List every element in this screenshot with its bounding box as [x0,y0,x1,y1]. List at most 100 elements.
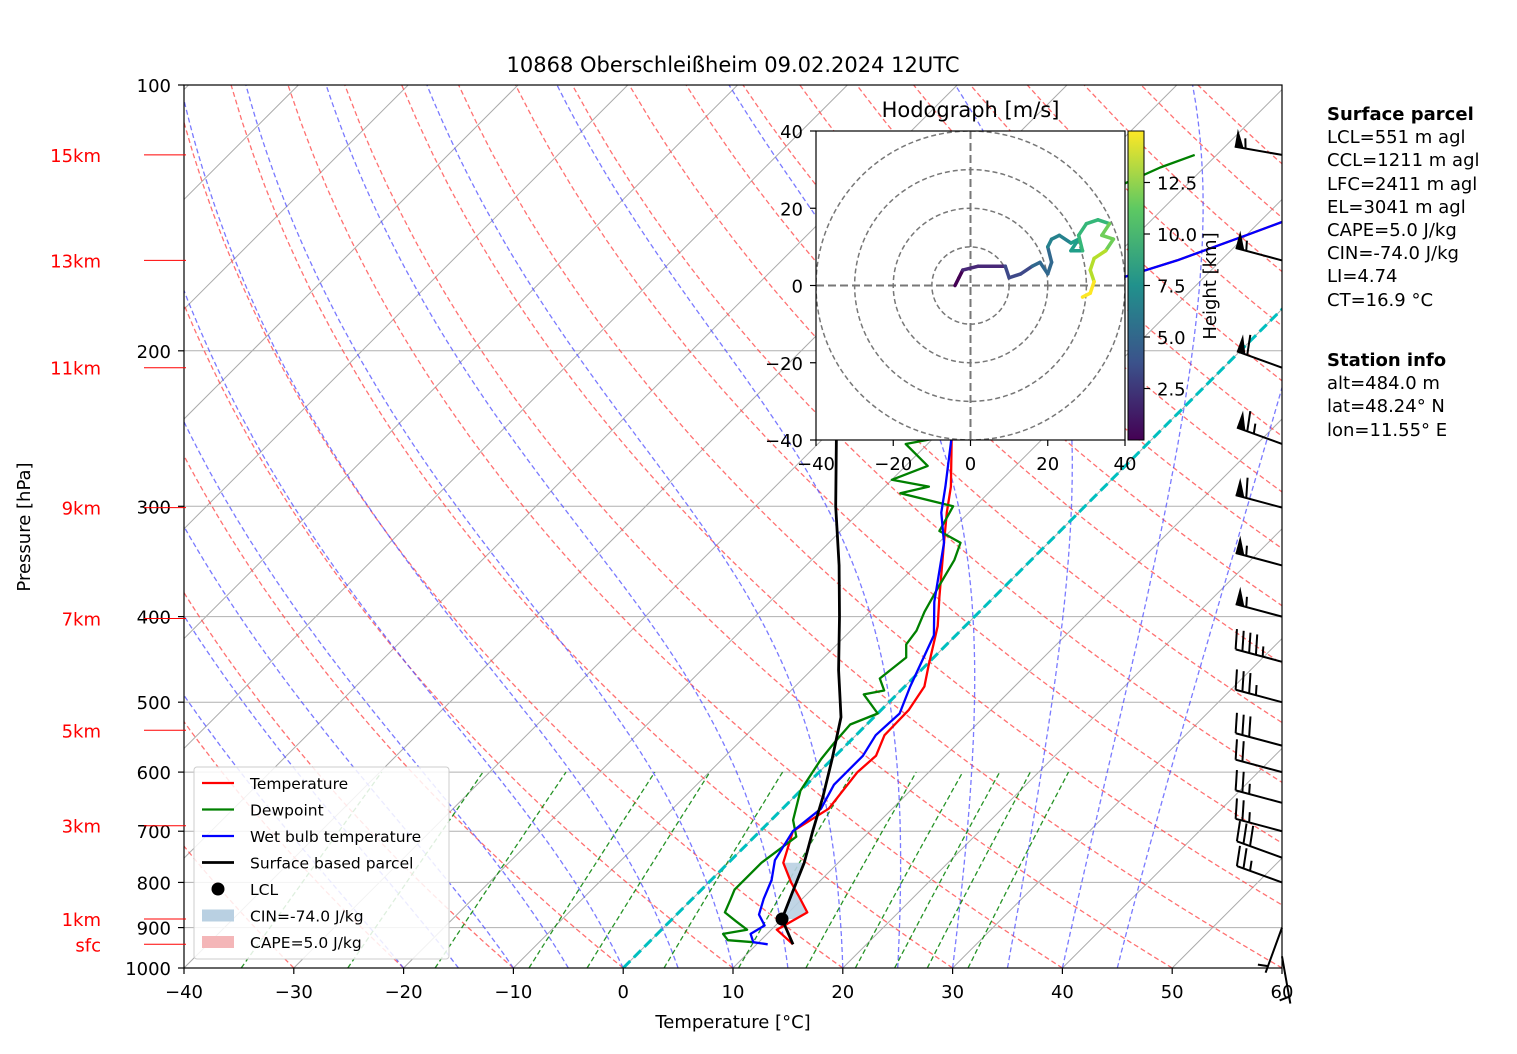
x-tick-label: 10 [722,982,745,1003]
barb-staff [1281,956,1292,1004]
moist-adiabat [426,85,844,968]
dry-adiabat [184,454,624,968]
hodograph-segment [1069,237,1081,253]
x-tick-label: 30 [941,982,964,1003]
barb-staff [1235,648,1283,663]
mixing-ratio-line [663,771,784,968]
barb-full [1248,716,1252,737]
mixing-ratio-line [805,771,917,968]
barb-flag [1235,535,1245,556]
wind-barb [1235,230,1283,262]
legend-label: Temperature [249,775,348,793]
hodograph-segment [1092,248,1108,261]
barb-staff [1235,789,1283,804]
legend-label: CAPE=5.0 J/kg [250,934,362,952]
barb-staff [1236,840,1283,859]
moist-adiabat [1061,85,1204,968]
hodograph-segment [1084,218,1100,226]
barb-full [1241,800,1245,821]
barb-full [1235,845,1241,867]
hodograph-background [816,131,1125,440]
hodograph-y-tick-label: −40 [765,431,803,452]
barb-half [1261,646,1265,657]
isotherm-line [184,85,848,750]
barb-half [1252,423,1257,434]
wind-barb [1234,669,1283,704]
wind-barb [1234,128,1283,156]
wind-barb [1235,820,1283,859]
y-tick-label: 800 [137,873,171,894]
hodograph-y-tick-label: 20 [780,199,803,220]
barb-staff [1235,758,1283,774]
barb-half [1257,963,1269,968]
colorbar-tick-label: 7.5 [1157,277,1186,298]
x-tick-label: −40 [165,982,203,1003]
barb-half [1245,240,1248,251]
legend-label: LCL [250,881,278,899]
barb-full [1241,671,1245,692]
colorbar-tick-label: 10.0 [1157,225,1197,246]
barb-staff [1235,732,1283,747]
dry-adiabat [287,85,1063,968]
barb-staff [1236,865,1283,884]
dry-adiabat [458,85,1282,906]
chart-title: 10868 Oberschleißheim 09.02.2024 12UTC [507,53,960,77]
y-tick-label: 1000 [125,959,171,980]
y-tick-label: 100 [137,76,171,97]
hodograph-y-tick-label: 0 [792,277,803,298]
isotherm-line [184,85,738,640]
mixing-ratio-line [738,771,854,968]
barb-flag [1234,128,1244,149]
moist-adiabat [184,97,679,968]
barb-staff [1235,817,1283,833]
wind-barb [1235,535,1283,567]
moist-adiabat [245,85,734,968]
barb-flag [1236,334,1246,355]
legend-entry: Wet bulb temperature [202,828,421,846]
barb-full [1246,411,1252,432]
x-tick-label: 0 [617,982,628,1003]
height-label: 5km [62,721,101,742]
legend-lcl-swatch [211,882,225,896]
freezing-isotherm [622,307,1282,968]
hodograph-segment [1046,245,1054,265]
barb-staff [1236,350,1283,369]
barb-full [1249,825,1255,847]
wind-barb [1235,477,1283,509]
hodograph-segment [1003,264,1011,280]
moist-adiabat [325,85,789,968]
legend-box [193,766,450,960]
barb-full [1242,823,1248,844]
colorbar-tick-label: 12.5 [1157,174,1197,195]
wind-barb [1257,927,1283,974]
wind-barb [1235,586,1283,618]
isotherm-line [184,85,629,530]
barb-half [1245,596,1248,608]
height-label: 13km [50,251,101,272]
mixing-ratio-line [854,771,964,968]
wind-barb [1234,628,1283,663]
x-tick-label: −20 [385,982,423,1003]
mixing-ratio-line [926,771,1031,968]
hodograph-segment [961,264,980,272]
barb-flag [1236,410,1246,431]
mixing-ratio-line [894,771,1001,968]
height-label: sfc [75,935,101,956]
y-tick-label: 200 [137,342,171,363]
hodograph-x-tick-label: 20 [1036,454,1059,475]
hodograph-x-tick-label: 0 [965,454,976,475]
hodograph-segment [1096,218,1112,226]
wind-barb [1234,712,1283,747]
hodograph-segment [1080,291,1092,299]
hodograph-inset: Hodograph [m/s] −40 −20 0 20 40 40 20 0 −20 −40 2.5… [765,98,1221,475]
parcel-cape: CAPE=5.0 J/kg [1327,220,1457,242]
station-lon: lon=11.55° E [1327,419,1448,441]
parcel-ccl: CCL=1211 m agl [1327,150,1480,172]
moist-adiabat [1116,385,1282,968]
barb-flag [1235,477,1245,498]
barb-half [1245,545,1248,556]
parcel-cin: CIN=-74.0 J/kg [1327,243,1459,265]
colorbar-tick-label: 2.5 [1157,380,1186,401]
barb-full [1234,798,1238,819]
hodograph-colorbar [1127,130,1145,441]
